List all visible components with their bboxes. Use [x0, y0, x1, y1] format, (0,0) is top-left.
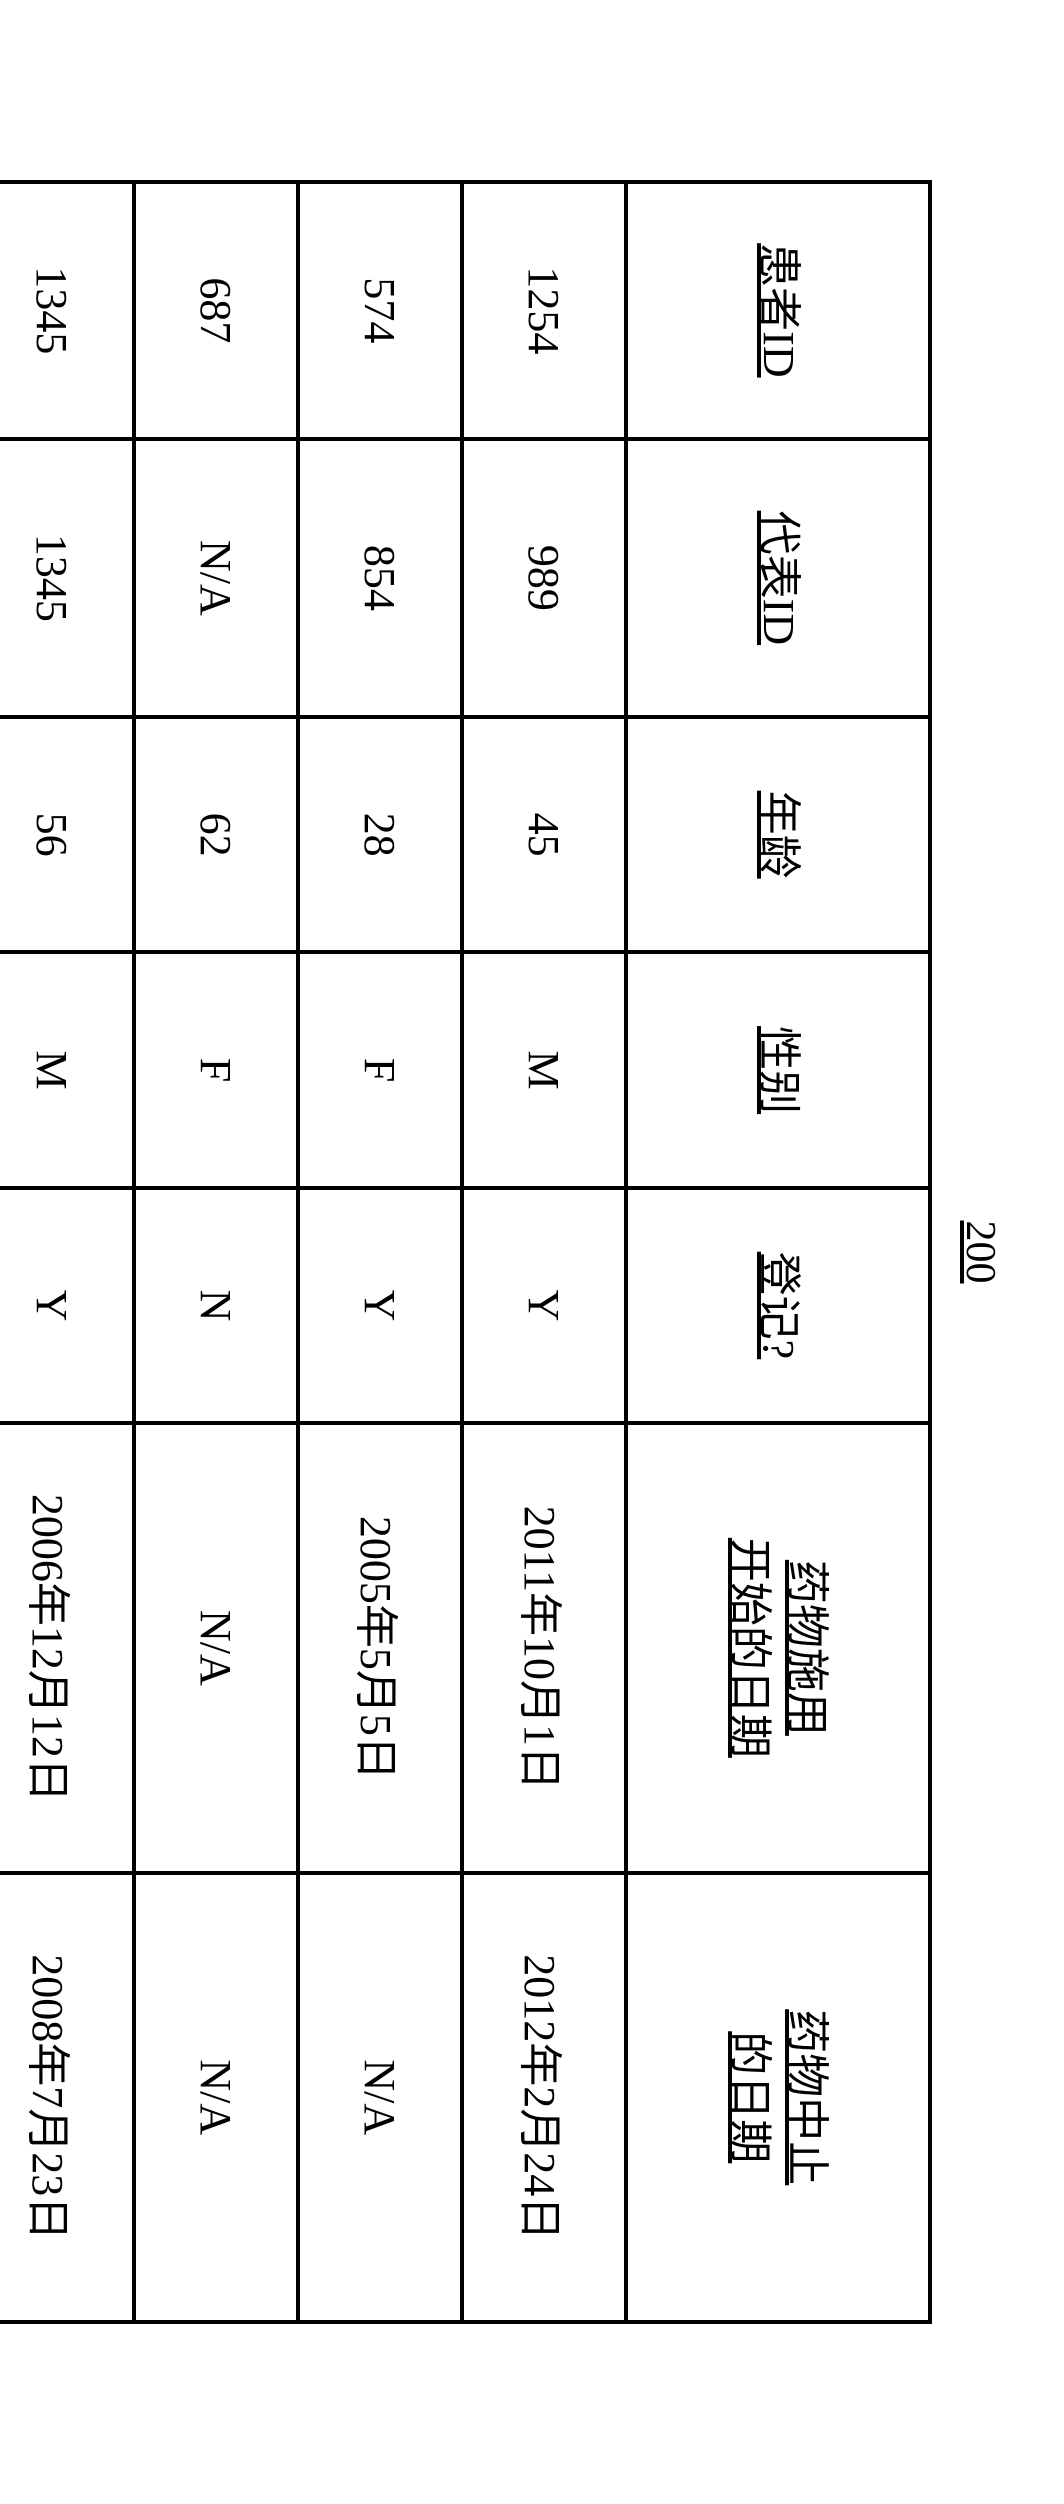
patient-data-table: 患者ID 代表ID 年龄 性别 登记?	[0, 180, 932, 2324]
cell-age: 28	[298, 717, 462, 952]
cell-age: 62	[134, 717, 298, 952]
cell-stop-date: N/A	[134, 1873, 298, 2322]
cell-patient-id: 1345	[0, 182, 134, 439]
cell-start-date: N/A	[134, 1423, 298, 1872]
col-header-label: 药物中止的日期	[721, 2009, 835, 2185]
col-header-label: 登记?	[749, 1252, 806, 1360]
cell-start-date: 2011年10月1日	[462, 1423, 626, 1872]
col-header-label: 性别	[749, 1026, 806, 1114]
cell-enrolled: Y	[462, 1188, 626, 1423]
cell-rep-id: 1345	[0, 439, 134, 717]
table-row: 687 N/A 62 F N N/A N/A	[134, 182, 298, 2322]
page: 200 患者ID 代表ID 年龄	[0, 0, 1064, 2504]
cell-rep-id: 854	[298, 439, 462, 717]
col-header-rep-id: 代表ID	[626, 439, 930, 717]
cell-rep-id: 989	[462, 439, 626, 717]
cell-sex: F	[134, 952, 298, 1187]
cell-patient-id: 574	[298, 182, 462, 439]
col-header-sex: 性别	[626, 952, 930, 1187]
cell-start-date: 2006年12月12日	[0, 1423, 134, 1872]
cell-sex: M	[0, 952, 134, 1187]
table-row: 1345 1345 56 M Y 2006年12月12日 2008年7月23日	[0, 182, 134, 2322]
cell-age: 56	[0, 717, 134, 952]
col-header-start-date: 药物施用开始的日期	[626, 1423, 930, 1872]
cell-enrolled: Y	[0, 1188, 134, 1423]
table-row: 574 854 28 F Y 2005年5月5日 N/A	[298, 182, 462, 2322]
cell-rep-id: N/A	[134, 439, 298, 717]
rotated-canvas: 200 患者ID 代表ID 年龄	[0, 0, 1064, 2504]
col-header-label: 代表ID	[749, 511, 806, 645]
table-row: 1254 989 45 M Y 2011年10月1日 2012年2月24日	[462, 182, 626, 2322]
cell-patient-id: 1254	[462, 182, 626, 439]
col-header-stop-date: 药物中止的日期	[626, 1873, 930, 2322]
table-header-row: 患者ID 代表ID 年龄 性别 登记?	[626, 182, 930, 2322]
figure-number-label: 200	[956, 1221, 1004, 1284]
col-header-label: 药物施用开始的日期	[721, 1538, 835, 1758]
cell-start-date: 2005年5月5日	[298, 1423, 462, 1872]
col-header-patient-id: 患者ID	[626, 182, 930, 439]
cell-stop-date: N/A	[298, 1873, 462, 2322]
col-header-enrolled: 登记?	[626, 1188, 930, 1423]
col-header-label: 患者ID	[749, 243, 806, 377]
content-wrapper: 200 患者ID 代表ID 年龄	[0, 0, 1064, 2504]
cell-age: 45	[462, 717, 626, 952]
cell-sex: M	[462, 952, 626, 1187]
cell-sex: F	[298, 952, 462, 1187]
cell-stop-date: 2012年2月24日	[462, 1873, 626, 2322]
cell-stop-date: 2008年7月23日	[0, 1873, 134, 2322]
col-header-age: 年龄	[626, 717, 930, 952]
cell-enrolled: Y	[298, 1188, 462, 1423]
cell-enrolled: N	[134, 1188, 298, 1423]
col-header-label: 年龄	[749, 791, 806, 879]
cell-patient-id: 687	[134, 182, 298, 439]
